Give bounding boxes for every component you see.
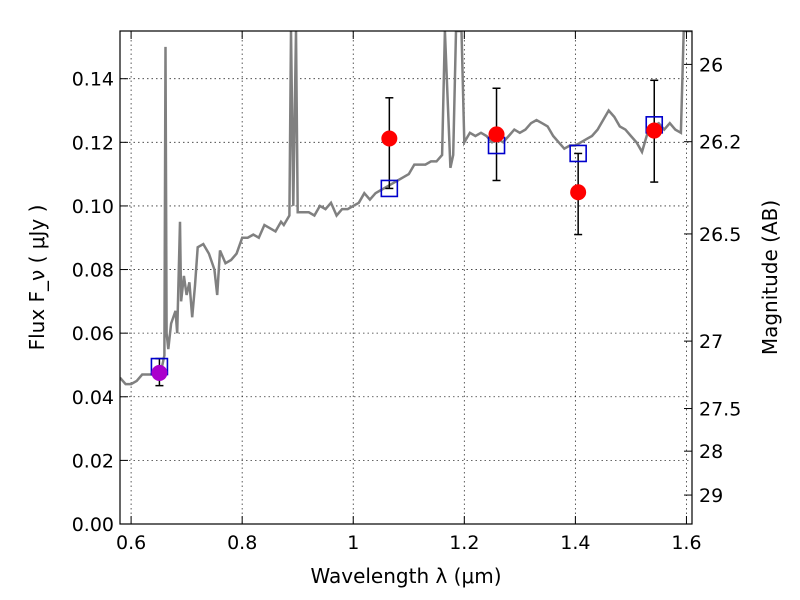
ticks-layer: 0.6 0.8 1 1.2 1.4 1.6 0.00 0.02 0.04 0.06 0.08 0.10… xyxy=(72,31,741,554)
x-tick-label: 0.6 xyxy=(116,532,146,554)
x-axis-label: Wavelength λ (μm) xyxy=(310,564,501,588)
observed-point xyxy=(381,130,398,147)
y-tick-label: 0.12 xyxy=(72,132,114,154)
observed-point xyxy=(646,122,663,139)
y-tick-label: 0.04 xyxy=(72,387,114,409)
y-tick-label: 0.10 xyxy=(72,196,114,218)
y-tick-label: 0.02 xyxy=(72,450,114,472)
x-tick-label: 1.6 xyxy=(671,532,701,554)
mag-tick-label: 27 xyxy=(699,331,723,353)
y-axis-label: Flux F_ν ( μJy ) xyxy=(25,205,49,351)
y-tick-label: 0.14 xyxy=(72,69,114,91)
y-tick-label: 0.00 xyxy=(72,514,114,536)
mag-tick-label: 26 xyxy=(699,54,723,76)
plot-frame xyxy=(119,30,693,525)
synthetic-square xyxy=(380,179,399,198)
y2-axis-label: Magnitude (AB) xyxy=(758,200,782,355)
observed-point xyxy=(488,126,505,143)
model-spectrum-layer xyxy=(120,31,692,386)
x-tick-label: 1 xyxy=(347,532,359,554)
observed-point xyxy=(570,184,587,201)
observed-point xyxy=(151,364,168,381)
mag-tick-label: 26.2 xyxy=(699,132,741,154)
synthetic-square xyxy=(569,144,587,163)
mag-tick-label: 28 xyxy=(699,441,723,463)
mag-tick-label: 29 xyxy=(699,485,723,507)
x-tick-label: 1.2 xyxy=(449,532,479,554)
plot-area xyxy=(120,31,692,524)
mag-tick-label: 27.5 xyxy=(699,399,741,421)
mag-tick-label: 26.5 xyxy=(699,224,741,246)
x-tick-label: 0.8 xyxy=(227,532,257,554)
x-tick-label: 1.4 xyxy=(560,532,590,554)
observed-photometry-layer xyxy=(151,122,663,381)
y-tick-label: 0.08 xyxy=(72,260,114,282)
model-spectrum-line xyxy=(120,31,692,386)
y-tick-label: 0.06 xyxy=(72,323,114,345)
